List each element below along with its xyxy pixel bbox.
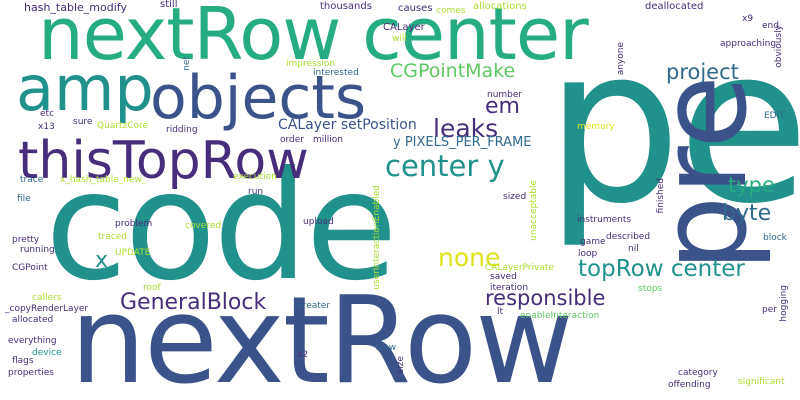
word: loop xyxy=(578,249,598,259)
word: instruments xyxy=(577,215,632,225)
word: amp xyxy=(16,52,154,125)
word: offending xyxy=(668,380,711,390)
word: responsible xyxy=(485,286,606,310)
word: iteration xyxy=(490,283,529,293)
word: finished xyxy=(656,178,666,214)
word: block xyxy=(763,233,787,243)
word: upload xyxy=(303,217,334,227)
word: enableInteraction xyxy=(520,311,600,321)
word: causes xyxy=(398,3,433,14)
word: described xyxy=(606,232,651,242)
word: type xyxy=(728,173,775,197)
word: leaks xyxy=(433,114,499,143)
word: interested xyxy=(313,68,359,78)
word: nextRow xyxy=(70,272,573,400)
word: CALayerPrivate xyxy=(485,263,554,273)
word: net xyxy=(182,56,192,71)
word: million xyxy=(313,135,343,145)
word: em xyxy=(485,94,520,119)
word: properties xyxy=(8,368,54,378)
word: userInteractionEnabled xyxy=(372,185,382,290)
word: significant xyxy=(738,377,785,387)
word: code xyxy=(45,140,398,314)
word: ridding xyxy=(166,125,198,135)
word: x9 xyxy=(742,14,754,24)
word: byte xyxy=(722,201,772,226)
word: x xyxy=(95,248,109,273)
word: everything xyxy=(8,336,57,346)
word: flags xyxy=(12,356,34,366)
word: number xyxy=(487,90,523,100)
word: sure xyxy=(73,117,93,127)
word: CGPointMake xyxy=(390,60,516,82)
word: pretty xyxy=(12,235,40,245)
word: hash_table_modify xyxy=(24,1,127,14)
word: order xyxy=(280,135,304,145)
word: thisTopRow xyxy=(18,131,309,191)
word: CGPoint xyxy=(12,263,48,273)
word: unacceptable xyxy=(529,180,539,241)
word: objects xyxy=(150,63,367,133)
word: lt xyxy=(497,307,504,317)
word: end xyxy=(762,21,779,31)
word: still xyxy=(160,0,178,10)
word: CALayer setPosition xyxy=(278,117,417,133)
word: size xyxy=(396,356,406,374)
word: hogging xyxy=(779,285,789,322)
word: saved xyxy=(490,272,517,282)
word: allocated xyxy=(12,315,54,325)
word: x13 xyxy=(38,122,55,132)
word: EDIT xyxy=(764,111,785,121)
word: covered xyxy=(185,221,222,231)
word: y PIXELS_PER_FRAME xyxy=(393,135,532,150)
word: project xyxy=(666,60,739,84)
word: x_hash_table_new_ xyxy=(60,175,147,185)
word: GeneralBlock xyxy=(120,290,267,315)
word: CALayer xyxy=(383,22,425,33)
word: deallocated xyxy=(645,1,704,12)
word: comes xyxy=(436,6,466,16)
word: pe xyxy=(545,0,800,251)
word: _copyRenderLayer xyxy=(5,304,89,314)
word: per xyxy=(762,305,777,315)
word: allocations xyxy=(473,1,527,12)
word: anyone xyxy=(616,42,626,76)
word: run xyxy=(248,187,264,197)
word: running xyxy=(20,245,55,255)
word: callers xyxy=(32,293,62,303)
word: none xyxy=(438,243,501,272)
word: execution xyxy=(233,172,277,182)
word: QuartzCore xyxy=(97,121,149,131)
word: obviously xyxy=(774,25,784,68)
word: nextRow center xyxy=(38,0,589,76)
word: slow xyxy=(376,343,397,353)
word: memory xyxy=(577,122,615,132)
word: file xyxy=(17,194,31,204)
word: etc xyxy=(40,109,55,119)
word: roof xyxy=(143,283,161,293)
word: game xyxy=(580,237,606,247)
word: device xyxy=(32,348,62,358)
word: thousands xyxy=(320,1,372,12)
word: category xyxy=(678,368,718,378)
word: center y xyxy=(385,149,505,183)
word: topRow center xyxy=(578,256,745,282)
word: sized xyxy=(503,192,527,202)
word: problem xyxy=(115,219,153,229)
word: nil xyxy=(628,244,639,254)
word: stops xyxy=(638,284,663,294)
word: impression xyxy=(286,59,336,69)
word: traced xyxy=(98,232,127,242)
word: UPDATE xyxy=(115,248,151,258)
word: x2 xyxy=(297,350,309,360)
word: approaching xyxy=(720,39,777,49)
word: trace xyxy=(20,175,44,185)
word: will xyxy=(392,34,407,44)
word: greater xyxy=(297,301,331,311)
